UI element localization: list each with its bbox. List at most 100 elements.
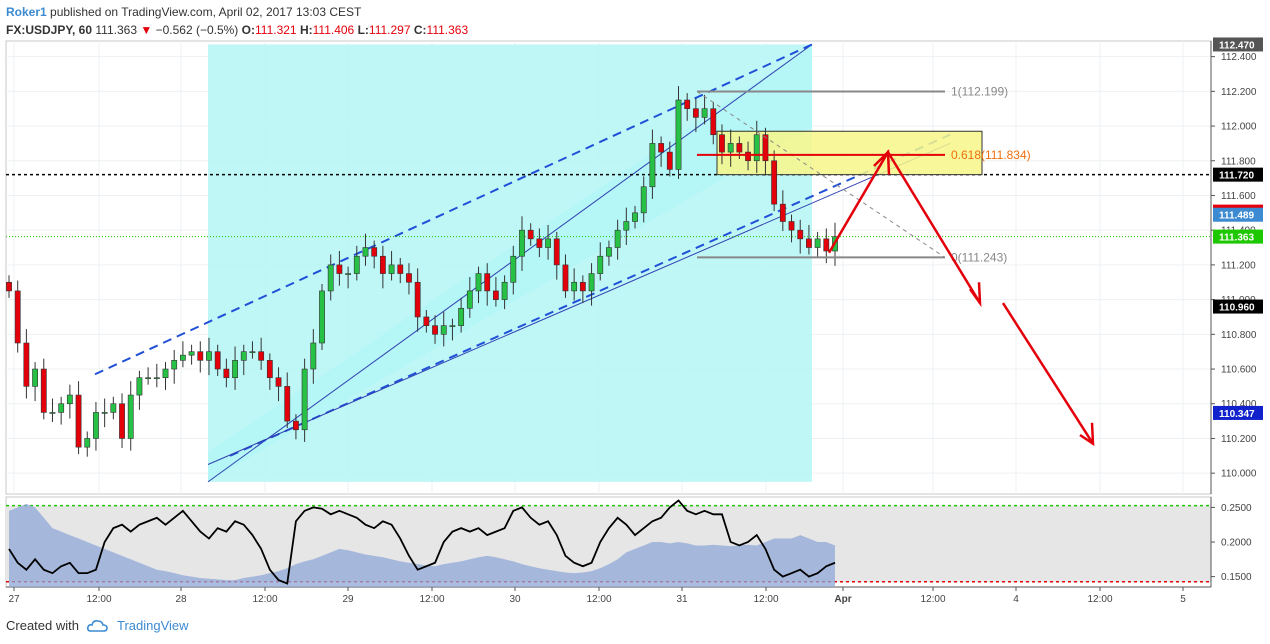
candle-body (814, 238, 821, 248)
price-badge (1213, 37, 1263, 52)
tradingview-link[interactable]: TradingView (116, 618, 189, 633)
candle-body (119, 403, 125, 439)
candle-body (84, 438, 91, 448)
fibonacci-retracement[interactable]: 1(112.199) 0.618(111.834) 0(111.243) (696, 85, 1031, 265)
price-badge (1213, 229, 1263, 244)
candle-body (684, 99, 691, 109)
price-badge-label: 111.720 (1219, 171, 1254, 182)
candle-body (736, 143, 743, 153)
candle-body (449, 325, 456, 327)
candle-body (632, 212, 638, 222)
candle-body (710, 108, 717, 136)
candle-body (179, 354, 186, 361)
price-badge (1213, 405, 1263, 420)
price-axis[interactable]: 112.400 112.200 112.000 111.800 111.600 111.4… (1210, 37, 1263, 494)
time-tick-label: 12:00 (419, 594, 444, 605)
candle-body (353, 255, 360, 274)
fib-level-label: 1(112.199) (951, 85, 1008, 99)
candle-body (701, 108, 708, 118)
price-badge-label: 112.470 (1219, 40, 1255, 51)
candle-body (232, 360, 238, 379)
time-tick-label: 12:00 (753, 594, 778, 605)
candle-body (214, 351, 221, 370)
candle-body (675, 99, 682, 170)
oscillator-axis[interactable]: 0.2500 0.2000 0.1500 (1210, 497, 1252, 587)
candle-body (579, 281, 586, 292)
chart-header: Roker1 published on TradingView.com, Apr… (6, 3, 468, 39)
projection-arrows[interactable] (827, 149, 1095, 447)
candle-body (745, 151, 751, 162)
candle-body (371, 247, 378, 257)
time-tick-label: 31 (676, 594, 688, 605)
price-change: −0.562 (−0.5%) (155, 23, 239, 37)
candle-body (275, 377, 282, 387)
candle-body (388, 264, 395, 274)
candle-body (727, 143, 734, 153)
time-tick-label: 4 (1013, 594, 1019, 605)
candle-body (293, 420, 299, 431)
candle-body (319, 290, 325, 344)
candle-body (49, 412, 56, 414)
time-tick-label: 28 (175, 594, 187, 605)
time-tick-label: 12:00 (586, 594, 611, 605)
footer: Created with TradingView (6, 618, 189, 633)
price-tick-label: 110.600 (1221, 365, 1257, 376)
time-tick-label: 12:00 (920, 594, 945, 605)
time-tick-label: 12:00 (252, 594, 277, 605)
price-tick-label: 111.200 (1221, 260, 1256, 271)
candle-body (623, 221, 630, 231)
candle-body (336, 264, 343, 274)
candle-body (249, 351, 256, 353)
publish-line: Roker1 published on TradingView.com, Apr… (6, 3, 468, 21)
oscillator-line (8, 499, 836, 585)
price-tick-label: 111.600 (1221, 191, 1256, 202)
time-tick-label: 12:00 (1087, 594, 1112, 605)
time-axis[interactable]: 27 12:00 28 12:00 29 12:00 30 12:00 31 12:00 Apr 12… (8, 587, 1186, 605)
candle-body (536, 238, 543, 248)
oscillator-area (9, 503, 835, 587)
candle-body (692, 108, 699, 118)
price-badge (1213, 299, 1263, 314)
oscillator-tick-label: 0.1500 (1221, 572, 1252, 583)
candle-body (266, 360, 273, 379)
candle-body (588, 273, 595, 292)
last-price: 111.363 (95, 23, 137, 37)
candle-body (797, 229, 804, 240)
price-badge-label: 110.960 (1219, 303, 1255, 314)
horizontal-levels[interactable] (6, 130, 1211, 238)
time-tick-label: 5 (1180, 594, 1186, 605)
price-tick-label: 110.200 (1221, 434, 1257, 445)
fib-level-label: 0(111.243) (951, 250, 1007, 264)
candle-body (510, 255, 517, 283)
candle-body (658, 143, 665, 153)
candle-body (197, 351, 204, 361)
price-badge (1213, 207, 1263, 222)
regression-channel[interactable] (94, 43, 951, 483)
candle-body (362, 247, 369, 257)
candle-body (666, 151, 673, 170)
candle-body (614, 229, 621, 248)
candle-body (640, 186, 647, 214)
candle-body (206, 351, 212, 361)
oscillator-pane (6, 499, 1211, 587)
price-tick-label: 112.200 (1221, 87, 1257, 98)
oscillator-tick-label: 0.2000 (1221, 538, 1252, 549)
candle-body (58, 403, 65, 413)
candle-body (484, 273, 491, 292)
author-link[interactable]: Roker1 (6, 5, 47, 19)
price-badge-label: 111.489 (1219, 211, 1254, 222)
candle-body (153, 377, 160, 380)
channel-lower-dashed (229, 133, 951, 457)
close-label: C: (413, 23, 427, 37)
time-tick-label: Apr (834, 594, 851, 605)
channel-lower-line (207, 142, 951, 465)
candlestick-series (6, 86, 838, 457)
price-chart[interactable]: 1(112.199) 0.618(111.834) 0(111.243) 112.4… (0, 0, 1270, 615)
candle-body (823, 238, 830, 252)
candle-body (32, 368, 38, 387)
cloud-logo-icon (86, 619, 108, 632)
high-value: 111.406 (312, 23, 355, 37)
price-tick-label: 111.800 (1221, 156, 1256, 167)
created-with-label: Created with (6, 618, 79, 633)
target-zone (716, 130, 983, 176)
